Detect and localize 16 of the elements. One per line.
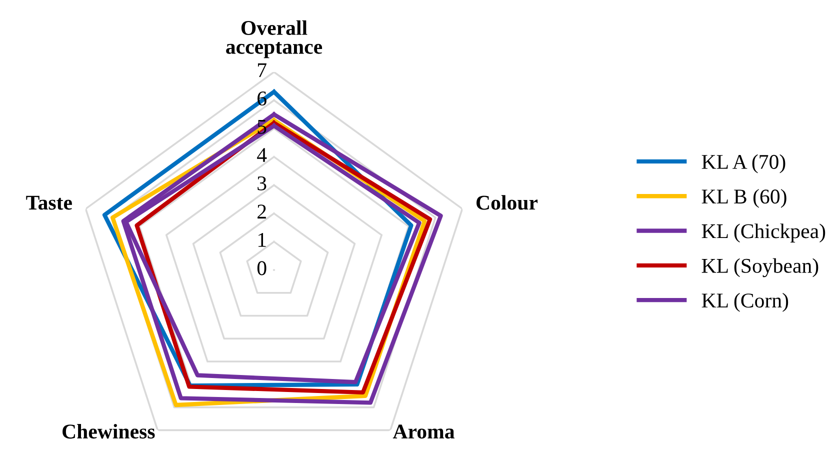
spoke-label: Overall acceptance <box>226 20 322 58</box>
y-tick-label: 0 <box>257 261 266 276</box>
legend-label: KL (Corn) <box>702 292 788 312</box>
spoke-label: Taste <box>26 196 72 210</box>
y-tick-label: 4 <box>257 148 267 162</box>
y-tick-label: 2 <box>258 204 266 218</box>
legend-label: KL (Chickpea) <box>702 224 826 242</box>
spoke-label: Colour <box>476 195 538 210</box>
legend-label: KL B (60) <box>702 188 786 208</box>
legend-label: KL A (70) <box>702 154 786 174</box>
y-tick-label: 3 <box>258 176 266 190</box>
legend-label: KL (Soybean) <box>702 258 818 278</box>
spoke-label: Chewiness <box>62 424 155 439</box>
y-tick-label: 1 <box>258 232 266 247</box>
spoke-label: Aroma <box>392 424 455 439</box>
y-tick-label: 7 <box>258 63 266 78</box>
